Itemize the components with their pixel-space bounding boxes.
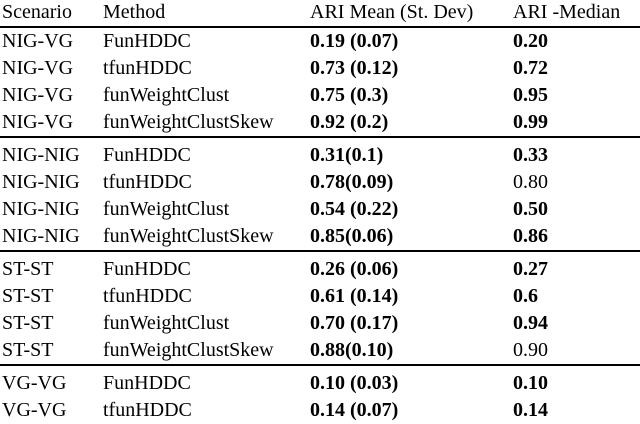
ari-median-cell: 0.14 [513,399,548,421]
ari-mean-cell: 0.54 (0.22) [310,198,399,220]
method-cell: FunHDDC [103,30,191,52]
method-cell: FunHDDC [103,364,310,397]
ari-median-cell: 0.27 [513,250,640,283]
column-header-ari-median: ARI -Median [513,0,640,28]
ari-median-cell: 0.94 [513,312,548,334]
ari-mean-cell: 0.31(0.1) [310,136,513,169]
ari-median-cell: 0.90 [513,339,548,361]
scenario-cell: NIG-NIG [2,198,80,220]
scenario-cell: NIG-NIG [2,225,80,247]
column-header-method: Method [103,0,310,28]
table-header: Scenario Method ARI Mean (St. Dev) ARI -… [0,0,640,28]
method-cell: tfunHDDC [103,171,192,193]
ari-mean-cell: 0.14 (0.07) [310,399,399,421]
scenario-cell: ST-ST [2,285,54,307]
scenario-cell: NIG-VG [2,57,74,79]
scenario-cell: ST-ST [2,312,54,334]
ari-mean-cell: 0.75 (0.3) [310,84,389,106]
table-row: NIG-VG FunHDDC 0.19 (0.07) 0.20 [0,27,640,55]
scenario-cell: ST-ST [2,339,54,361]
table-row: VG-VG tfunHDDC 0.14 (0.07) 0.14 [0,397,640,424]
ari-mean-cell: 0.10 (0.03) [310,364,513,397]
method-cell: funWeightClust [103,198,230,220]
ari-mean-cell: 0.73 (0.12) [310,57,399,79]
table-row: VG-VG FunHDDC 0.10 (0.03) 0.10 [0,364,640,397]
scenario-cell: NIG-NIG [2,171,80,193]
table-row: NIG-NIG tfunHDDC 0.78(0.09) 0.80 [0,169,640,196]
table-row: ST-ST tfunHDDC 0.61 (0.14) 0.6 [0,283,640,310]
method-cell: tfunHDDC [103,399,192,421]
ari-median-cell: 0.80 [513,171,548,193]
ari-median-cell: 0.50 [513,198,548,220]
ari-median-cell: 0.33 [513,136,640,169]
method-cell: funWeightClust [103,84,230,106]
header-row: Scenario Method ARI Mean (St. Dev) ARI -… [0,0,640,28]
ari-median-cell: 0.99 [513,111,548,133]
method-cell: funWeightClustSkew [103,225,274,247]
method-cell: funWeightClustSkew [103,339,274,361]
table-row: ST-ST FunHDDC 0.26 (0.06) 0.27 [0,250,640,283]
scenario-cell: NIG-VG [2,84,74,106]
scenario-cell: ST-ST [0,250,103,283]
ari-mean-cell: 0.61 (0.14) [310,285,399,307]
scenario-cell: VG-VG [2,399,67,421]
table-row: NIG-VG funWeightClust 0.75 (0.3) 0.95 [0,82,640,109]
scenario-cell: NIG-VG [2,30,74,52]
ari-median-cell: 0.86 [513,225,548,247]
method-cell: tfunHDDC [103,285,192,307]
ari-median-cell: 0.20 [513,30,548,52]
table-row: NIG-VG funWeightClustSkew 0.92 (0.2) 0.9… [0,109,640,137]
ari-median-cell: 0.95 [513,84,548,106]
ari-mean-cell: 0.78(0.09) [310,171,394,193]
method-cell: FunHDDC [103,250,310,283]
method-cell: tfunHDDC [103,57,192,79]
method-cell: funWeightClust [103,312,230,334]
table-row: NIG-VG tfunHDDC 0.73 (0.12) 0.72 [0,55,640,82]
ari-mean-cell: 0.92 (0.2) [310,111,389,133]
column-header-scenario: Scenario [0,0,103,28]
ari-median-cell: 0.72 [513,57,548,79]
ari-mean-cell: 0.70 (0.17) [310,312,399,334]
scenario-cell: VG-VG [0,364,103,397]
table-row: NIG-NIG FunHDDC 0.31(0.1) 0.33 [0,136,640,169]
ari-mean-cell: 0.88(0.10) [310,339,394,361]
scenario-cell: NIG-NIG [0,136,103,169]
column-header-ari-mean: ARI Mean (St. Dev) [310,0,513,28]
method-cell: FunHDDC [103,136,310,169]
table-row: NIG-NIG funWeightClust 0.54 (0.22) 0.50 [0,196,640,223]
table-row: NIG-NIG funWeightClustSkew 0.85(0.06) 0.… [0,223,640,251]
method-cell: funWeightClustSkew [103,111,274,133]
table-body: NIG-VG FunHDDC 0.19 (0.07) 0.20 NIG-VG t… [0,27,640,424]
ari-mean-cell: 0.85(0.06) [310,225,394,247]
scenario-cell: NIG-VG [2,111,74,133]
ari-mean-cell: 0.19 (0.07) [310,30,399,52]
ari-median-cell: 0.6 [513,285,538,307]
table-row: ST-ST funWeightClustSkew 0.88(0.10) 0.90 [0,337,640,365]
ari-mean-cell: 0.26 (0.06) [310,250,513,283]
ari-median-cell: 0.10 [513,364,640,397]
table-row: ST-ST funWeightClust 0.70 (0.17) 0.94 [0,310,640,337]
